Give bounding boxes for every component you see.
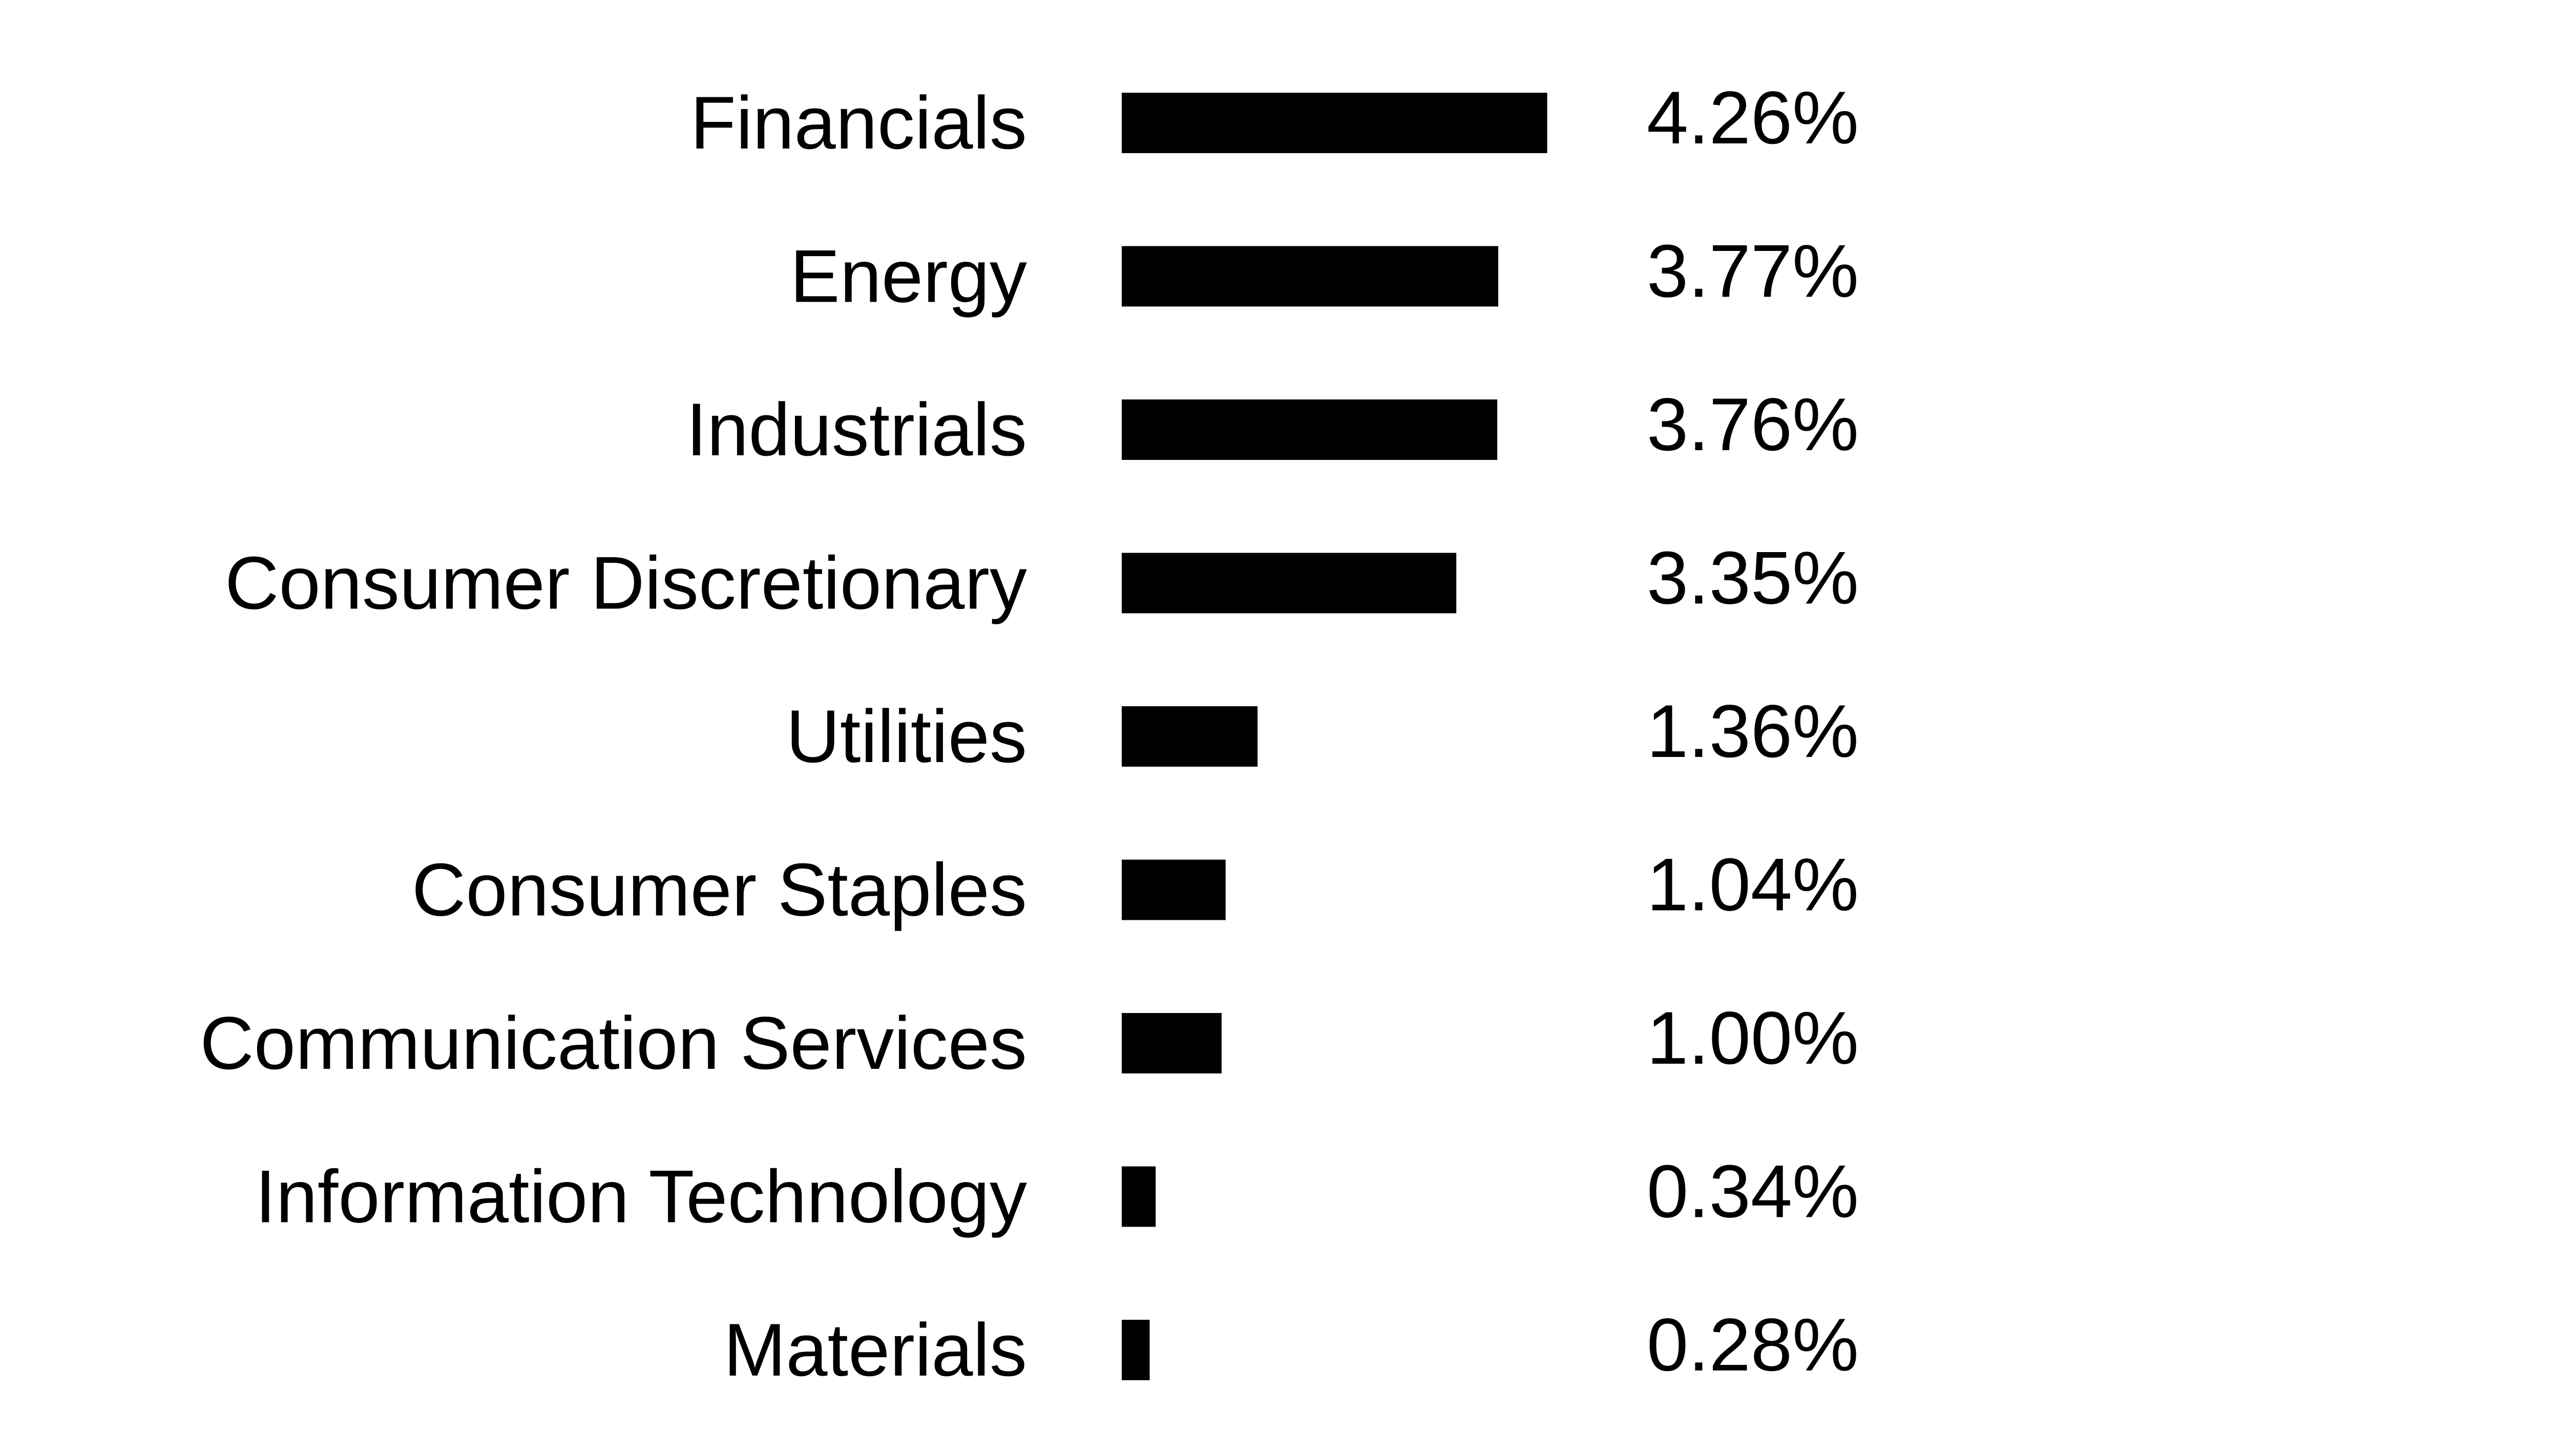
category-label-industrials: Industrials	[686, 388, 1027, 471]
bar-consumer-staples	[1122, 859, 1226, 920]
category-label-financials: Financials	[690, 81, 1027, 164]
bar-communication-services	[1122, 1013, 1222, 1073]
category-label-consumer-staples: Consumer Staples	[412, 848, 1027, 932]
bar-financials	[1122, 93, 1547, 153]
bar-industrials	[1122, 399, 1498, 460]
value-label-utilities: 1.36%	[1647, 689, 1859, 773]
bar-utilities	[1122, 706, 1258, 767]
bars	[1122, 93, 1547, 1380]
value-label-materials: 0.28%	[1647, 1303, 1859, 1386]
value-label-consumer-staples: 1.04%	[1647, 843, 1859, 926]
value-labels: 4.26% 3.77% 3.76% 3.35% 1.36% 1.04% 1.00% 0.34%…	[1647, 76, 1859, 1386]
value-label-energy: 3.77%	[1647, 229, 1859, 313]
value-label-financials: 4.26%	[1647, 76, 1859, 159]
category-label-materials: Materials	[724, 1308, 1027, 1391]
bar-consumer-discretionary	[1122, 553, 1457, 614]
value-label-industrials: 3.76%	[1647, 383, 1859, 466]
category-label-consumer-discretionary: Consumer Discretionary	[225, 541, 1027, 625]
category-labels: Financials Energy Industrials Consumer Disc…	[200, 81, 1027, 1391]
category-label-energy: Energy	[790, 235, 1027, 318]
value-label-consumer-discretionary: 3.35%	[1647, 536, 1859, 620]
bar-information-technology	[1122, 1166, 1156, 1227]
value-label-information-technology: 0.34%	[1647, 1150, 1859, 1233]
category-label-communication-services: Communication Services	[200, 1001, 1027, 1085]
value-label-communication-services: 1.00%	[1647, 996, 1859, 1080]
bar-energy	[1122, 246, 1499, 307]
category-label-utilities: Utilities	[786, 694, 1027, 778]
category-label-information-technology: Information Technology	[255, 1155, 1027, 1238]
bar-materials	[1122, 1320, 1150, 1380]
